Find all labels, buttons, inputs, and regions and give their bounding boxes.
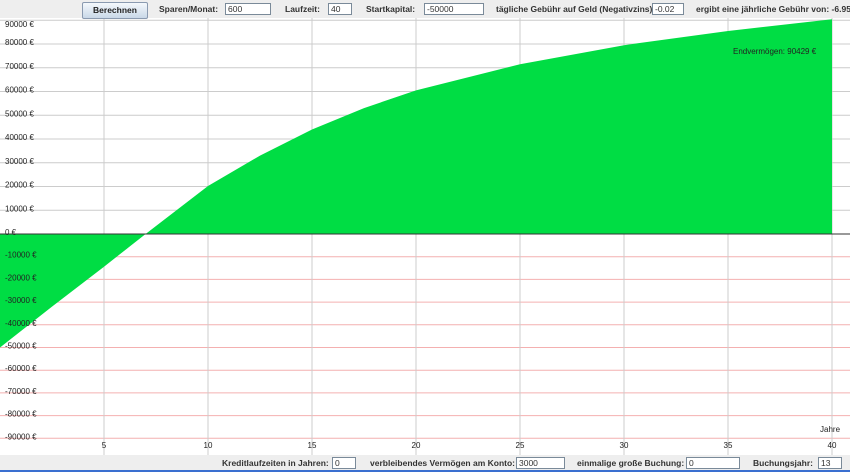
x-tick-label: 15 [308,441,317,450]
onetime-input[interactable]: 0 [686,457,740,469]
x-tick-label: 30 [620,441,629,450]
y-tick-label: 70000 € [5,62,34,71]
calculate-button[interactable]: Berechnen [82,2,148,19]
start-capital-input[interactable]: -50000 [424,3,484,15]
savings-label: Sparen/Monat: [159,4,219,14]
x-tick-label: 10 [204,441,213,450]
y-tick-label: -70000 € [5,387,37,396]
credit-label: Kreditlaufzeiten in Jahren: [222,458,329,468]
x-axis-label: Jahre [820,425,841,434]
y-tick-label: -60000 € [5,364,37,373]
x-tick-label: 35 [724,441,733,450]
remaining-label: verbleibendes Vermögen am Konto: [370,458,516,468]
y-tick-label: 40000 € [5,133,34,142]
duration-label: Laufzeit: [285,4,320,14]
y-tick-label: -90000 € [5,432,37,441]
start-capital-label: Startkapital: [366,4,416,14]
daily-fee-label: tägliche Gebühr auf Geld (Negativzins): [496,4,656,14]
top-toolbar: Berechnen Sparen/Monat: 600 Laufzeit: 40… [0,0,850,19]
y-tick-label: 30000 € [5,157,34,166]
booking-year-input[interactable]: 13 [818,457,842,469]
y-tick-label: -50000 € [5,342,37,351]
x-tick-label: 20 [412,441,421,450]
remaining-input[interactable]: 3000 [516,457,565,469]
y-tick-label: 60000 € [5,86,34,95]
y-tick-label: 50000 € [5,109,34,118]
y-tick-label: 10000 € [5,204,34,213]
x-tick-label: 25 [516,441,525,450]
annual-fee-text: ergibt eine jährliche Gebühr von: -6.95% [696,4,850,14]
x-tick-label: 5 [102,441,107,450]
onetime-label: einmalige große Buchung: [577,458,685,468]
duration-input[interactable]: 40 [328,3,352,15]
booking-year-label: Buchungsjahr: [753,458,813,468]
daily-fee-input[interactable]: -0.02 [652,3,684,15]
y-tick-label: -30000 € [5,296,37,305]
y-tick-label: -10000 € [5,251,37,260]
savings-input[interactable]: 600 [225,3,271,15]
y-tick-label: -40000 € [5,319,37,328]
final-value-annotation: Endvermögen: 90429 € [733,47,817,56]
x-tick-label: 40 [828,441,837,450]
y-tick-label: -20000 € [5,273,37,282]
balance-area [0,19,832,348]
y-tick-label: 0 € [5,228,17,237]
y-tick-label: 80000 € [5,38,34,47]
bottom-toolbar: Kreditlaufzeiten in Jahren: 0 verbleiben… [0,455,850,472]
credit-input[interactable]: 0 [332,457,356,469]
y-tick-label: -80000 € [5,410,37,419]
y-tick-label: 20000 € [5,181,34,190]
y-tick-label: 90000 € [5,20,34,29]
